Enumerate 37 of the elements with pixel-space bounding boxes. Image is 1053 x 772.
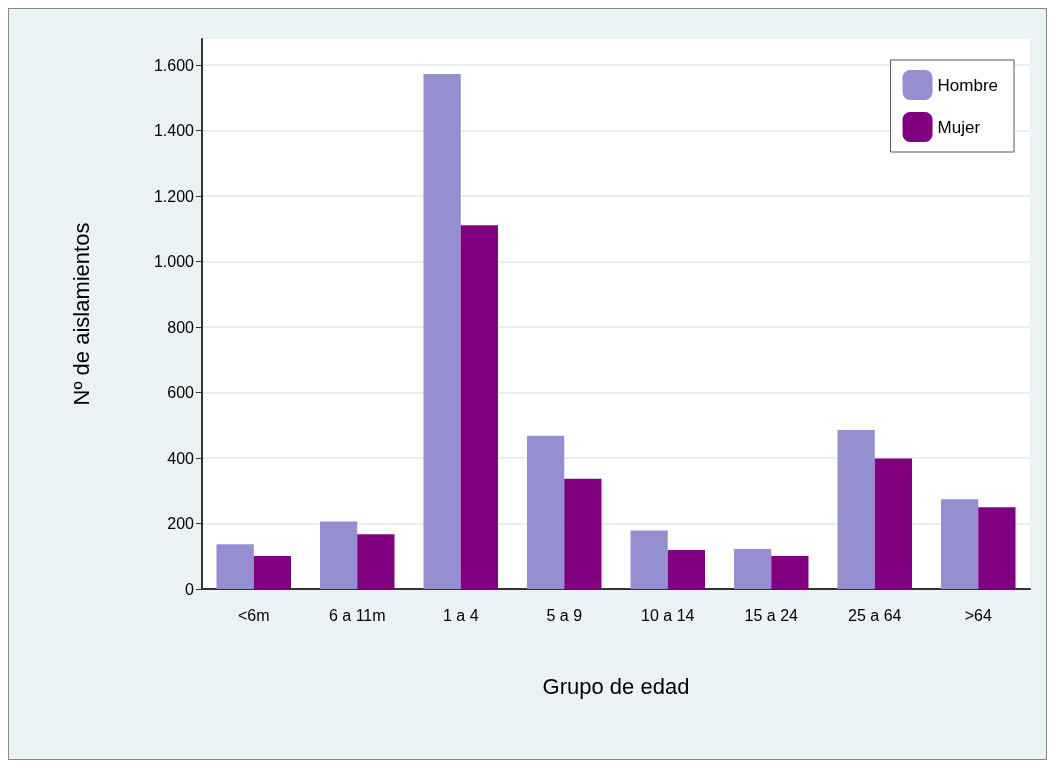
bar [423, 74, 461, 589]
y-tick-label: 600 [167, 384, 195, 402]
y-tick-label: 1.600 [153, 56, 195, 74]
bar [630, 530, 668, 589]
bar [564, 478, 602, 589]
bar [940, 499, 979, 589]
y-axis-title: Nº de aislamientos [68, 222, 94, 406]
y-tick-label: 400 [167, 449, 195, 467]
legend-label: Mujer [937, 117, 981, 137]
y-tick-label: 1.000 [153, 253, 195, 271]
bar [874, 458, 913, 589]
bar [319, 521, 358, 589]
x-axis-title: Grupo de edad [542, 673, 690, 699]
y-tick-label: 0 [185, 580, 195, 598]
x-tick-label: 5 a 9 [546, 606, 583, 624]
bar [460, 225, 499, 589]
x-tick-label: <6m [237, 606, 270, 624]
bar [216, 544, 254, 589]
bar [253, 555, 292, 589]
y-tick-label: 1.400 [153, 122, 195, 140]
bar [357, 534, 395, 589]
legend-label: Hombre [937, 75, 999, 95]
x-tick-label: 25 a 64 [848, 606, 902, 624]
bar [667, 550, 706, 589]
bar [978, 507, 1016, 589]
bar [526, 435, 565, 589]
y-tick-label: 1.200 [153, 187, 195, 205]
x-tick-label: 6 a 11m [328, 606, 386, 624]
x-tick-label: 10 a 14 [641, 606, 695, 624]
x-tick-label: >64 [964, 606, 992, 624]
y-tick-label: 800 [167, 318, 195, 336]
bar [771, 555, 809, 589]
bar [733, 549, 772, 589]
bar [837, 429, 875, 589]
y-tick-label: 200 [167, 515, 195, 533]
x-tick-label: 15 a 24 [744, 606, 799, 624]
x-tick-label: 1 a 4 [442, 606, 479, 624]
